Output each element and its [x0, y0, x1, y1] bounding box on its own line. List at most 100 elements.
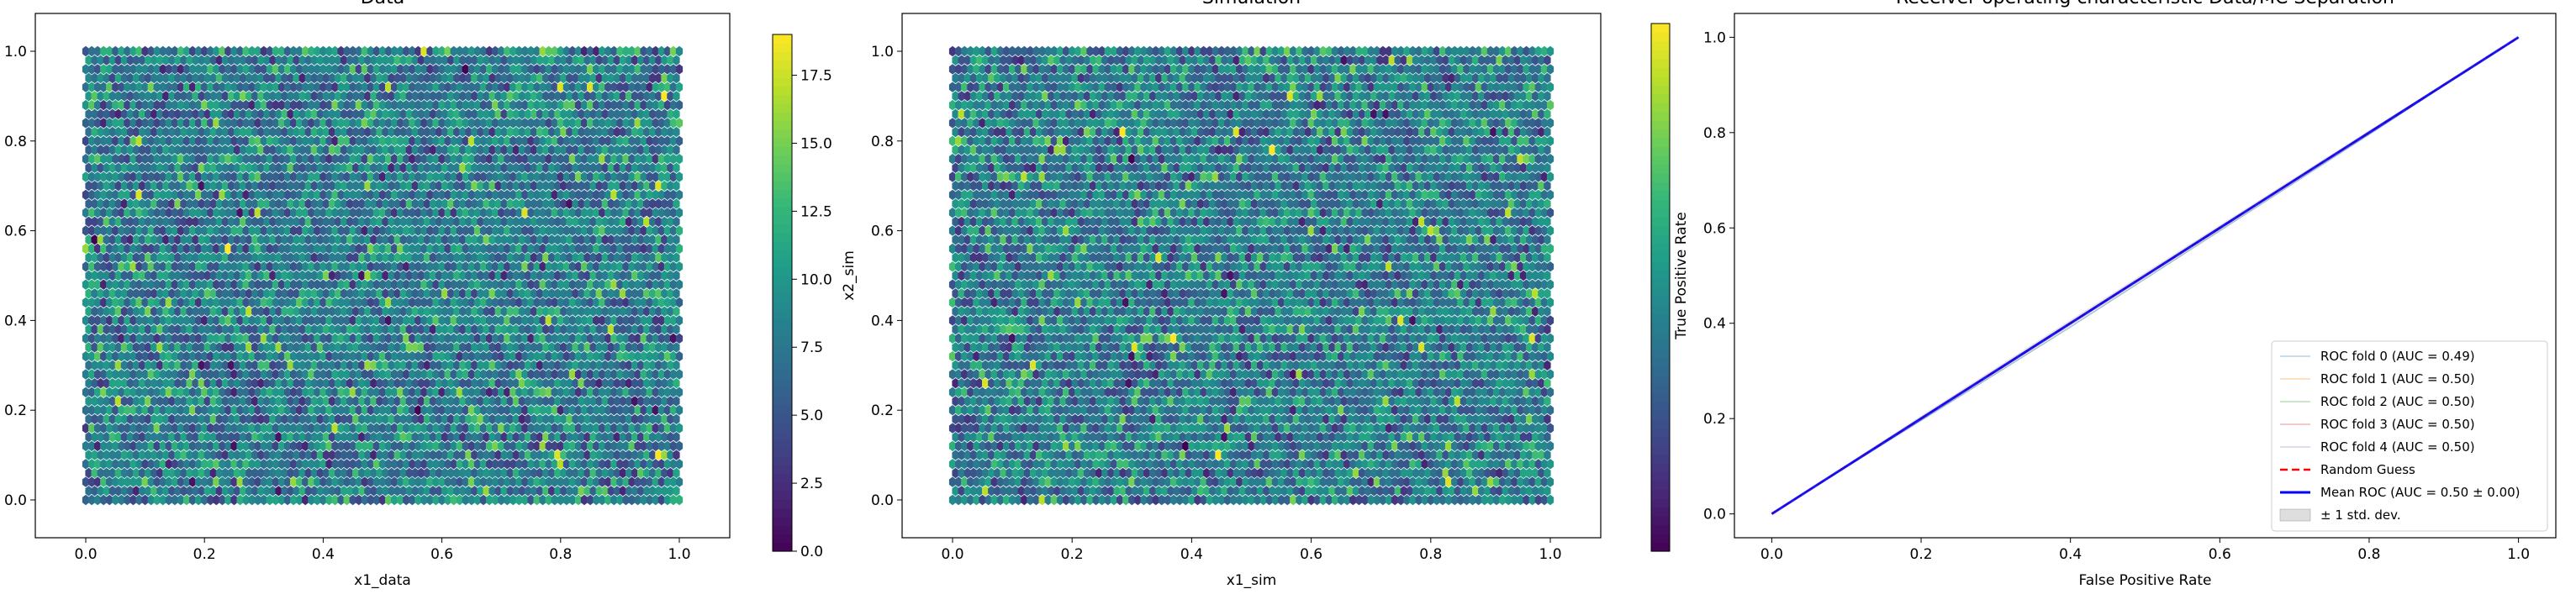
hex-cell: [248, 459, 256, 470]
hex-cell: [85, 396, 92, 407]
hex-cell: [314, 440, 321, 452]
hex-cell: [277, 440, 286, 452]
hex-cell: [619, 467, 626, 479]
hex-cell: [599, 423, 606, 434]
hex-cell: [376, 396, 383, 407]
hex-cell: [263, 467, 271, 479]
hex-cell: [112, 459, 119, 470]
hex-cell: [195, 459, 203, 470]
hex-cell: [438, 459, 446, 470]
hex-cell: [361, 459, 368, 470]
hex-cell: [331, 494, 339, 506]
hex-cell: [483, 450, 490, 460]
hex-cell: [319, 405, 327, 416]
hex-cell: [533, 440, 541, 452]
hex-cell: [106, 459, 113, 470]
hex-cell: [242, 440, 250, 452]
hex-cell: [661, 413, 668, 425]
hex-cell: [162, 467, 170, 479]
hex-cell: [432, 476, 440, 487]
hex-cell: [82, 423, 90, 434]
hex-cell: [382, 450, 389, 460]
hex-cell: [162, 396, 170, 407]
hex-cell: [156, 467, 164, 479]
hex-cell: [518, 396, 525, 407]
hex-cell: [372, 494, 380, 506]
hex-cell: [141, 459, 149, 470]
hex-cell: [527, 476, 535, 487]
hex-cell: [219, 423, 226, 434]
hex-cell: [328, 432, 336, 443]
hex-cell: [82, 405, 90, 416]
hex-cell: [97, 450, 104, 460]
hex-cell: [257, 486, 265, 497]
hex-cell: [471, 396, 478, 407]
hex-cell: [646, 423, 653, 434]
hex-cell: [266, 476, 273, 487]
hex-cell: [260, 494, 267, 506]
hex-cell: [574, 440, 583, 452]
hex-cell: [236, 494, 244, 506]
hex-cell: [272, 476, 279, 487]
hex-cell: [277, 459, 286, 470]
hex-cell: [346, 413, 354, 425]
hex-cell: [675, 423, 684, 434]
hex-cell: [643, 432, 651, 443]
hex-cell: [135, 423, 143, 434]
hex-cell: [287, 486, 294, 497]
hex-cell: [370, 432, 377, 443]
hex-cell: [293, 450, 300, 460]
hex-cell: [376, 432, 383, 443]
hex-cell: [409, 476, 416, 487]
hex-cell: [349, 405, 356, 416]
hex-cell: [467, 476, 475, 487]
hex-cell: [477, 486, 484, 497]
hex-cell: [349, 494, 356, 506]
hex-cell: [132, 486, 140, 497]
hex-cell: [536, 396, 544, 407]
hex-cell: [420, 423, 428, 434]
hex-cell: [560, 450, 567, 460]
hex-cell: [604, 476, 612, 487]
hex-cell: [112, 423, 119, 434]
hex-cell: [263, 450, 271, 460]
hex-cell: [233, 486, 241, 497]
hex-cell: [103, 467, 110, 479]
hex-cell: [574, 405, 583, 416]
hex-cell: [165, 405, 172, 416]
hex-cell: [106, 440, 113, 452]
hex-cell: [388, 413, 395, 425]
hex-cell: [240, 413, 247, 425]
hex-cell: [652, 405, 659, 416]
hex-cell: [340, 467, 348, 479]
hex-cell: [322, 396, 330, 407]
hex-cell: [492, 440, 499, 452]
hex-cell: [186, 413, 193, 425]
hex-cell: [150, 413, 158, 425]
hex-cell: [477, 396, 484, 407]
hex-cell: [637, 413, 645, 425]
hex-cell: [91, 432, 98, 443]
hex-cell: [655, 413, 662, 425]
hex-cell: [100, 423, 108, 434]
hex-cell: [568, 423, 576, 434]
hex-cell: [515, 440, 523, 452]
hex-cell: [293, 413, 300, 425]
hex-cell: [509, 423, 517, 434]
hex-cell: [112, 476, 119, 487]
hex-cell: [533, 423, 541, 434]
hex-cell: [162, 413, 170, 425]
hex-cell: [325, 423, 333, 434]
hex-cell: [147, 494, 155, 506]
hex-cell: [112, 494, 119, 506]
hex-cell: [316, 486, 324, 497]
hex-cell: [367, 494, 374, 506]
hex-cell: [589, 450, 597, 460]
hex-cell: [399, 450, 407, 460]
hex-cell: [509, 405, 517, 416]
hex-cell: [153, 476, 161, 487]
hex-cell: [566, 396, 573, 407]
hex-cell: [504, 405, 511, 416]
hex-cell: [322, 432, 330, 443]
hex-cell: [245, 413, 253, 425]
